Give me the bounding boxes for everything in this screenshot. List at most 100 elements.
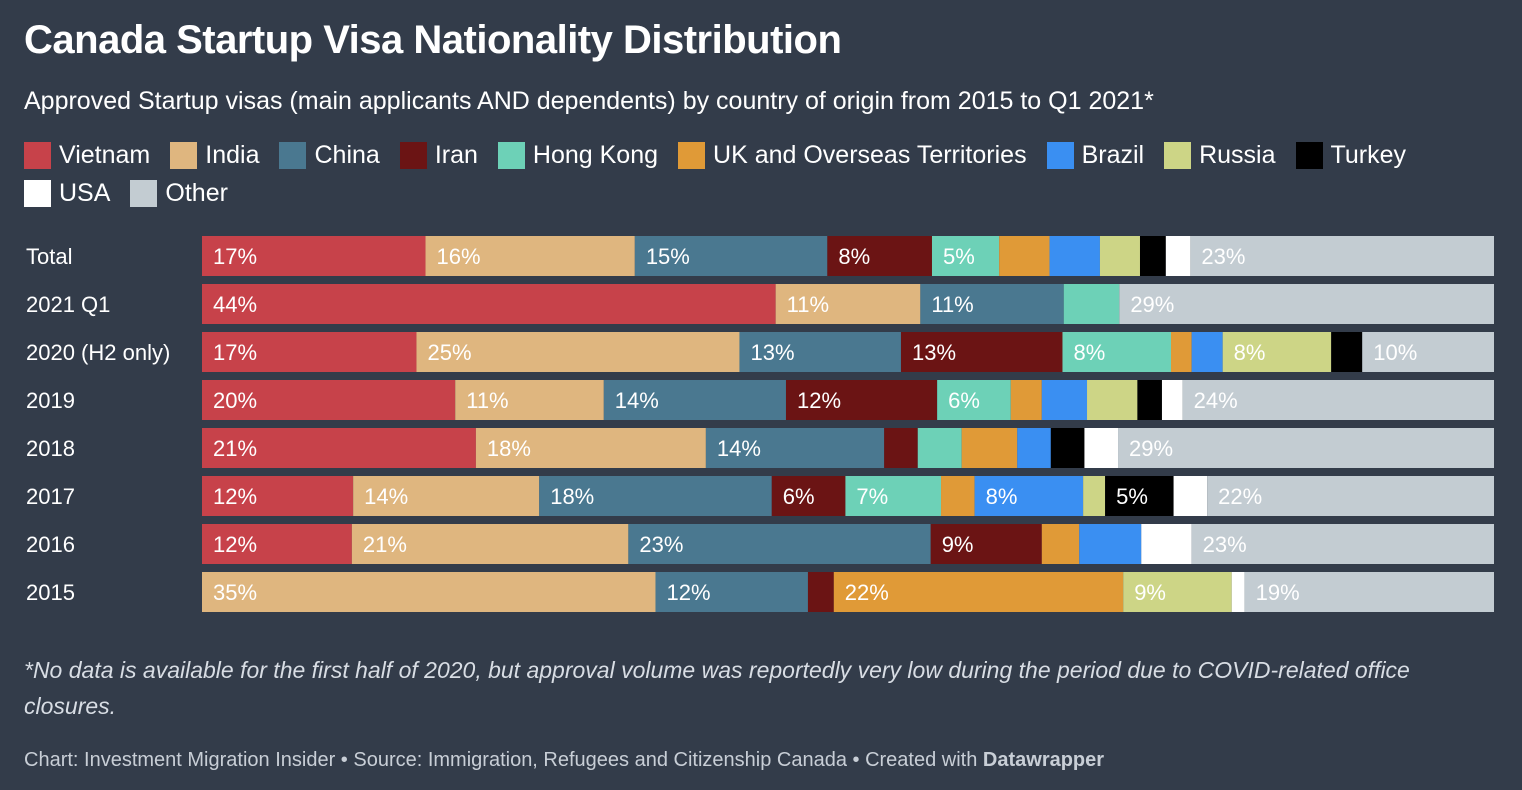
legend-label: Russia xyxy=(1199,141,1276,169)
chart-legend: Vietnam India China Iran Hong Kong UK and Ove… xyxy=(24,139,1464,209)
data-label: 12% xyxy=(666,580,710,605)
category-label: 2015 xyxy=(26,580,75,605)
data-label: 5% xyxy=(943,244,975,269)
data-label: 12% xyxy=(213,532,257,557)
data-label: 12% xyxy=(213,484,257,509)
legend-swatch xyxy=(1046,141,1074,169)
data-label: 5% xyxy=(1116,484,1148,509)
data-label: 8% xyxy=(1234,340,1266,365)
legend-label: India xyxy=(205,141,260,169)
legend-swatch xyxy=(130,179,158,207)
data-label: 10% xyxy=(1373,340,1417,365)
legend-item-india: India xyxy=(170,139,259,171)
legend-item-vietnam: Vietnam xyxy=(24,139,150,171)
bar-segment-other xyxy=(1244,572,1494,612)
bar-segment-uk-and-overseas-territories xyxy=(941,476,975,516)
bar-segment-vietnam xyxy=(202,284,776,324)
bar-segment-iran xyxy=(827,236,932,276)
legend-item-hong-kong: Hong Kong xyxy=(497,139,659,171)
bar-segment-brazil xyxy=(974,476,1084,516)
legend-item-brazil: Brazil xyxy=(1046,139,1144,171)
data-label: 15% xyxy=(646,244,690,269)
legend-label: USA xyxy=(59,179,111,207)
data-label: 29% xyxy=(1129,436,1173,461)
stacked-bar-chart: Total 17% 16% 15% 8% 5% 23% 2021 Q1 44% 11% 11% 29%… xyxy=(26,236,1494,612)
legend-item-china: China xyxy=(279,139,380,171)
data-label: 9% xyxy=(1134,580,1166,605)
bar-segment-uk-and-overseas-territories xyxy=(1171,332,1192,372)
bar-segment-turkey xyxy=(1137,380,1162,420)
bar-segment-other xyxy=(1119,284,1494,324)
bar-segment-turkey xyxy=(1331,332,1363,372)
data-label: 13% xyxy=(912,340,956,365)
chart-subtitle: Approved Startup visas (main applicants … xyxy=(24,87,1154,115)
legend-label: Vietnam xyxy=(59,141,151,169)
bar-segment-brazil xyxy=(1017,428,1051,468)
legend-swatch xyxy=(1295,141,1323,169)
legend-swatch xyxy=(1164,141,1192,169)
bar-segment-usa xyxy=(1165,236,1191,276)
bar-row-2017: 2017 12% 14% 18% 6% 7% 8% 5% 22% xyxy=(26,476,1494,516)
bar-segment-china xyxy=(603,380,786,420)
bar-segment-iran xyxy=(884,428,918,468)
data-label: 14% xyxy=(364,484,408,509)
category-label: 2021 Q1 xyxy=(26,292,110,317)
bar-segment-turkey xyxy=(1050,428,1085,468)
legend-swatch xyxy=(170,141,198,169)
bar-segment-turkey xyxy=(1139,236,1166,276)
data-label: 6% xyxy=(783,484,815,509)
bar-segment-russia xyxy=(1087,380,1138,420)
data-label: 8% xyxy=(986,484,1018,509)
bar-segment-china xyxy=(628,524,931,564)
data-label: 18% xyxy=(487,436,531,461)
data-label: 12% xyxy=(797,388,841,413)
credit-tool: Datawrapper xyxy=(982,749,1105,771)
data-label: 29% xyxy=(1130,292,1174,317)
data-label: 11% xyxy=(466,388,508,413)
bar-segment-other xyxy=(1362,332,1494,372)
bar-segment-hong-kong xyxy=(937,380,1011,420)
bar-row-2019: 2019 20% 11% 14% 12% 6% 24% xyxy=(26,380,1494,420)
legend-swatch xyxy=(24,179,51,207)
category-label: 2019 xyxy=(26,388,75,413)
bar-segment-hong-kong xyxy=(1063,284,1120,324)
bar-segment-hong-kong xyxy=(845,476,942,516)
bar-row-2015: 2015 35% 12% 22% 9% 19% xyxy=(26,572,1494,612)
bar-segment-uk-and-overseas-territories xyxy=(961,428,1018,468)
bar-segment-iran xyxy=(807,572,834,612)
bar-segment-other xyxy=(1190,236,1494,276)
bar-segment-china xyxy=(739,332,901,372)
bar-segment-hong-kong xyxy=(1062,332,1171,372)
legend-item-russia: Russia xyxy=(1164,139,1276,171)
data-label: 23% xyxy=(1201,244,1245,269)
bar-segment-usa xyxy=(1231,572,1245,612)
bar-segment-other xyxy=(1182,380,1494,420)
footnote: *No data is available for the first half… xyxy=(24,657,1410,719)
bar-segment-other xyxy=(1207,476,1494,516)
data-label: 22% xyxy=(845,580,889,605)
bar-segment-china xyxy=(655,572,808,612)
category-label: Total xyxy=(26,244,72,269)
bar-segment-hong-kong xyxy=(931,236,1000,276)
data-label: 35% xyxy=(213,580,257,605)
legend-label: China xyxy=(314,141,380,169)
data-label: 14% xyxy=(717,436,761,461)
bar-segment-china xyxy=(634,236,828,276)
data-label: 9% xyxy=(942,532,974,557)
legend-label: Iran xyxy=(434,141,478,169)
category-label: 2017 xyxy=(26,484,75,509)
bar-segment-other xyxy=(1118,428,1494,468)
category-label: 2018 xyxy=(26,436,75,461)
bar-segment-russia xyxy=(1083,476,1106,516)
bar-segment-india xyxy=(455,380,604,420)
bar-segment-uk-and-overseas-territories xyxy=(1010,380,1042,420)
bar-segment-brazil xyxy=(1191,332,1223,372)
legend-label: Turkey xyxy=(1330,141,1406,169)
bar-segment-brazil xyxy=(1049,236,1100,276)
bar-segment-vietnam xyxy=(202,236,426,276)
legend-label: Hong Kong xyxy=(532,141,659,169)
bar-segment-russia xyxy=(1123,572,1232,612)
data-label: 14% xyxy=(615,388,659,413)
data-label: 8% xyxy=(1073,340,1105,365)
bar-segment-india xyxy=(351,524,629,564)
